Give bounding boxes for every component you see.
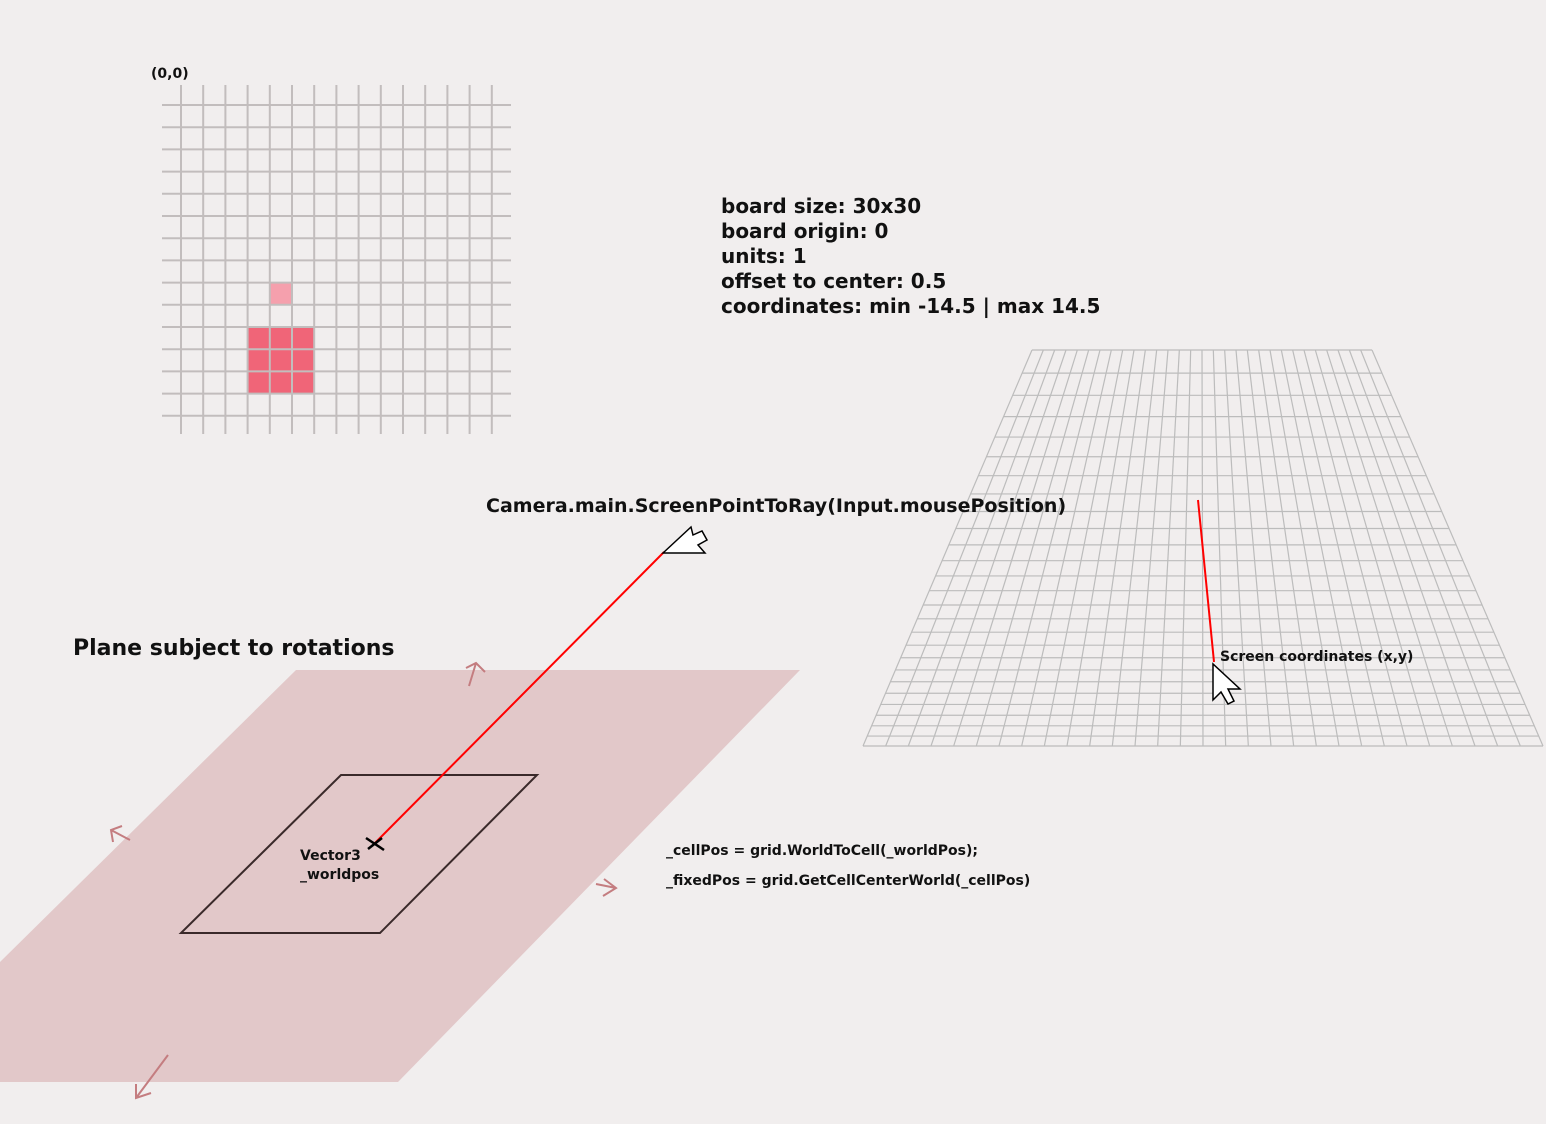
- perspective-grid-vline: [1066, 349, 1135, 747]
- rotation-arrow-icon: [595, 878, 618, 897]
- plane-title: Plane subject to rotations: [73, 636, 395, 661]
- vector-name-text: _worldpos: [300, 867, 380, 883]
- units-text: units: 1: [721, 244, 807, 268]
- rotation-arrow-icon: [135, 1054, 169, 1100]
- selected-cells-block: [247, 326, 314, 393]
- cursors: [661, 525, 1242, 705]
- perspective-grid-vline: [1348, 349, 1499, 747]
- cursor-icon: [1212, 662, 1242, 705]
- mouse-ray-line: [374, 551, 665, 844]
- board-origin-text: board origin: 0: [721, 219, 889, 243]
- code-line-getcellcenter: _fixedPos = grid.GetCellCenterWorld(_cel…: [666, 873, 1031, 889]
- perspective-grid-vline: [1314, 349, 1431, 747]
- perspective-grid-vline: [1111, 349, 1158, 747]
- perspective-grid-vline: [885, 349, 1044, 747]
- perspective-grid-vline: [1179, 349, 1192, 747]
- perspective-grid-vline: [1337, 349, 1476, 747]
- perspective-grid-vline: [998, 349, 1101, 747]
- perspective-grid-vline: [1280, 349, 1363, 747]
- cursor-icon: [661, 525, 709, 554]
- plane-surface: [0, 670, 800, 1082]
- vector-type-text: Vector3: [300, 848, 361, 864]
- rotation-arrow-icon: [109, 825, 131, 843]
- crosshair-icon: [365, 836, 385, 852]
- perspective-grid-vline: [1303, 349, 1408, 747]
- rotatable-plane: [0, 661, 800, 1100]
- perspective-grid-vline: [1235, 349, 1272, 747]
- selected-cell-small: [269, 282, 291, 304]
- ray-label: Camera.main.ScreenPointToRay(Input.mouse…: [486, 495, 1067, 517]
- perspective-grid-vline: [1134, 349, 1169, 747]
- perspective-grid-vline: [1043, 349, 1124, 747]
- code-line-worldtocell: _cellPos = grid.WorldToCell(_worldPos);: [666, 843, 978, 859]
- screen-coordinates-label: Screen coordinates (x,y): [1220, 649, 1414, 665]
- perspective-grid-vline: [930, 349, 1067, 747]
- grid-origin-label: (0,0): [151, 66, 189, 82]
- perspective-grid-vline: [862, 349, 1033, 747]
- ray-lines: [365, 499, 1215, 852]
- perspective-grid-vline: [1326, 349, 1453, 747]
- cell-outline: [178, 774, 540, 934]
- offset-text: offset to center: 0.5: [721, 269, 947, 293]
- perspective-grid-vline: [1258, 349, 1317, 747]
- perspective-grid-vline: [1246, 349, 1295, 747]
- screen-ray-line: [1197, 499, 1215, 663]
- perspective-grid-vline: [1371, 349, 1544, 747]
- worldpos-label: Vector3 _worldpos: [300, 847, 379, 885]
- coordinates-text: coordinates: min -14.5 | max 14.5: [721, 294, 1101, 318]
- perspective-grid-vline: [1269, 349, 1340, 747]
- perspective-grid-vline: [1360, 349, 1521, 747]
- board-size-text: board size: 30x30: [721, 194, 922, 218]
- perspective-grid-vline: [953, 349, 1078, 747]
- top-down-grid: [162, 85, 511, 434]
- perspective-grid-vline: [1292, 349, 1385, 747]
- rotation-arrow-icon: [465, 661, 486, 687]
- perspective-grid-vline: [1157, 349, 1180, 747]
- board-info: board size: 30x30 board origin: 0 units:…: [721, 194, 1100, 319]
